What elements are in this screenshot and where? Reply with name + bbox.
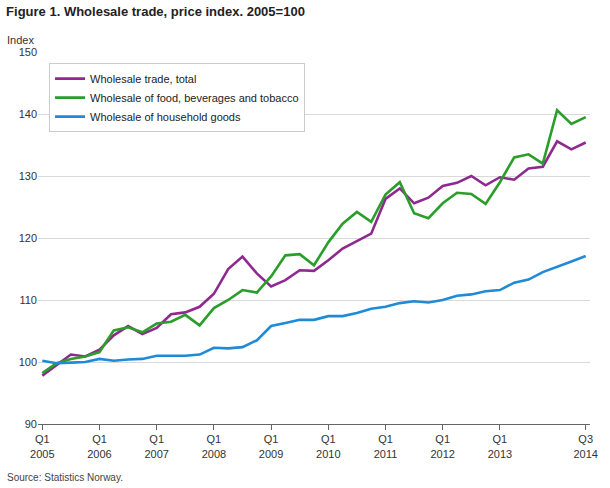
svg-text:Q12008: Q12008 [202, 433, 226, 459]
svg-text:120: 120 [19, 232, 37, 244]
svg-text:Q12009: Q12009 [259, 433, 283, 459]
svg-text:100: 100 [19, 356, 37, 368]
svg-text:Wholesale of household goods: Wholesale of household goods [90, 111, 241, 123]
svg-text:90: 90 [25, 418, 37, 430]
svg-text:Q12006: Q12006 [87, 433, 111, 459]
svg-text:110: 110 [19, 294, 37, 306]
svg-text:150: 150 [19, 46, 37, 58]
svg-text:Q12007: Q12007 [144, 433, 168, 459]
svg-text:Q12005: Q12005 [30, 433, 54, 459]
svg-text:Index: Index [7, 34, 34, 46]
svg-text:Wholesale trade, total: Wholesale trade, total [90, 73, 196, 85]
svg-text:Figure 1. Wholesale trade, pri: Figure 1. Wholesale trade, price index. … [6, 4, 305, 19]
svg-text:Q12013: Q12013 [488, 433, 512, 459]
svg-text:130: 130 [19, 170, 37, 182]
svg-text:140: 140 [19, 108, 37, 120]
svg-text:Source: Statistics Norway.: Source: Statistics Norway. [7, 472, 123, 483]
svg-text:Q12012: Q12012 [430, 433, 454, 459]
svg-text:Wholesale of food, beverages a: Wholesale of food, beverages and tobacco [90, 92, 299, 104]
svg-text:Q12010: Q12010 [316, 433, 340, 459]
svg-text:Q32014: Q32014 [573, 433, 597, 459]
svg-text:Q12011: Q12011 [374, 433, 398, 459]
